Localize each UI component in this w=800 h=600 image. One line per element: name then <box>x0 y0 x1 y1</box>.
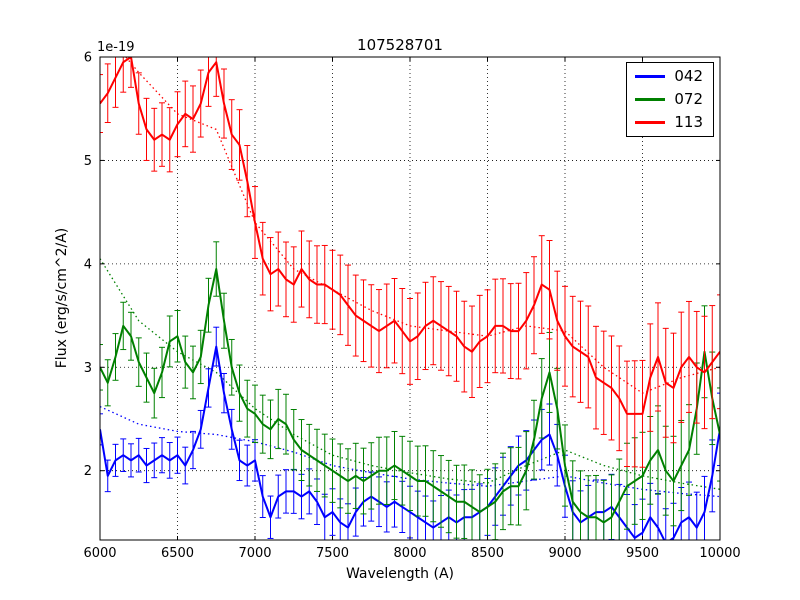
series-line-072 <box>100 268 720 524</box>
legend-line-sample <box>635 75 666 78</box>
y-axis-offset-label: 1e-19 <box>97 40 135 55</box>
x-tick-label: 7000 <box>238 546 271 561</box>
legend-label: 042 <box>674 67 703 85</box>
legend: 042 072 113 <box>626 62 714 137</box>
x-tick-label: 10000 <box>699 546 740 561</box>
chart-title: 107528701 <box>357 36 443 54</box>
y-axis-label: Flux (erg/s/cm^2/A) <box>54 227 70 369</box>
series-line-042 <box>100 345 720 540</box>
series-line-113 <box>100 57 720 415</box>
legend-entry-072: 072 <box>635 91 703 108</box>
x-tick-label: 9000 <box>548 546 581 561</box>
model-line-113-model <box>124 57 720 394</box>
x-axis-label: Wavelength (A) <box>345 566 454 582</box>
legend-label: 072 <box>674 90 703 108</box>
y-tick-label: 3 <box>84 361 92 376</box>
y-tick-label: 6 <box>84 51 92 66</box>
x-tick-label: 7500 <box>316 546 349 561</box>
y-tick-label: 2 <box>84 464 92 479</box>
legend-entry-042: 042 <box>635 68 703 85</box>
legend-entry-113: 113 <box>635 114 703 131</box>
y-tick-label: 5 <box>84 154 92 169</box>
x-tick-label: 6500 <box>161 546 194 561</box>
series-group-113 <box>100 57 720 468</box>
y-tick-label: 4 <box>84 257 92 272</box>
series-group-072 <box>100 241 720 540</box>
legend-line-sample <box>635 98 666 101</box>
x-tick-label: 8000 <box>393 546 426 561</box>
x-tick-label: 9500 <box>626 546 659 561</box>
x-tick-label: 8500 <box>471 546 504 561</box>
legend-label: 113 <box>674 113 703 131</box>
x-tick-label: 6000 <box>83 546 116 561</box>
legend-line-sample <box>635 121 666 124</box>
